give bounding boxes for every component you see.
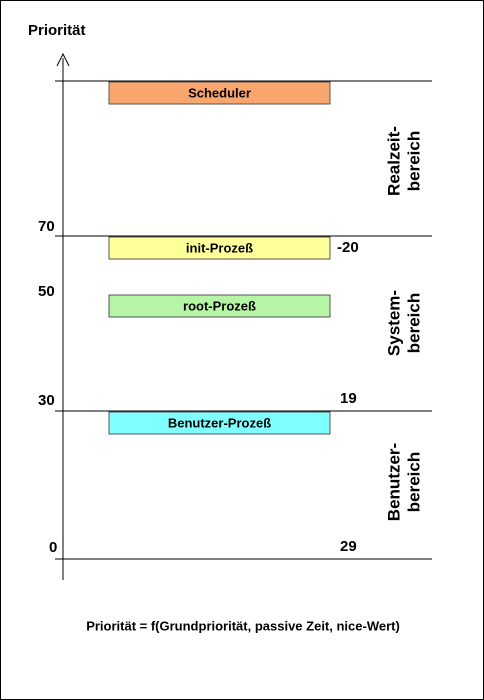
tick-label: 70 [38, 218, 55, 235]
process-box [108, 411, 331, 435]
tick-label: 50 [38, 283, 55, 300]
region-label: System- [384, 290, 403, 356]
region-label: bereich [404, 131, 423, 191]
process-boxes: Scheduler init-Prozeß root-Prozeß Benutzer-… [108, 81, 331, 435]
tick-label: 30 [38, 392, 55, 409]
regions: Realzeit-bereichSystem-bereichBenutzer-b… [384, 126, 423, 521]
process-label: Scheduler [188, 85, 251, 100]
region-label: bereich [404, 293, 423, 353]
region-label: bereich [404, 452, 423, 512]
axis-title: Priorität [28, 22, 86, 39]
process-label: Benutzer-Prozeß [168, 415, 271, 430]
formula: Priorität = f(Grundpriorität, passive Ze… [86, 618, 400, 633]
process-box [108, 236, 331, 260]
region-label: Realzeit- [384, 126, 403, 196]
process-box [108, 294, 331, 318]
tick-label: 0 [49, 539, 57, 556]
region-label: Benutzer- [384, 443, 403, 521]
nice-value: 19 [340, 390, 357, 407]
nice-value: 29 [340, 538, 357, 555]
process-label: init-Prozeß [186, 240, 253, 255]
nice-value: -20 [337, 239, 359, 256]
process-label: root-Prozeß [183, 298, 256, 313]
axis-arrow [56, 52, 70, 67]
process-box [108, 81, 331, 105]
